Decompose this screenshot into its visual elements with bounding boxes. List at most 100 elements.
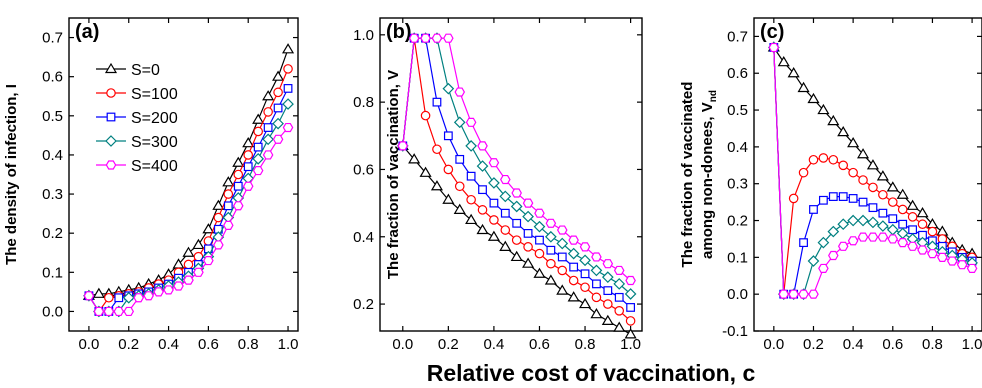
data-point [133,293,144,303]
x-tick-label: 0.4 [158,336,179,353]
data-point [897,238,908,248]
panel-label: (c) [760,21,784,43]
data-point [510,250,523,262]
data-point [442,82,455,95]
data-point [937,234,948,244]
data-point [546,245,556,255]
data-point [487,230,500,241]
data-point [454,87,466,97]
data-point [838,160,849,171]
data-point [243,162,253,172]
plot-frame [379,17,643,332]
data-point [916,206,929,218]
legend-label: S=100 [131,86,178,103]
data-point [877,220,889,232]
data-point [420,33,431,43]
data-point [614,306,625,316]
data-point [867,216,879,229]
data-point [867,232,879,242]
data-point [523,228,533,238]
data-point [202,223,215,234]
data-point [798,167,809,178]
legend: S=0 S=100 S=200 S=300 S=400 [96,62,178,175]
y-axis-label-line2: among non-donees, Vnd [699,90,719,259]
plot-frame [68,17,299,332]
data-point [837,241,849,251]
data-point [544,274,557,285]
data-point [242,137,255,148]
legend-label: S=300 [131,134,178,151]
data-point [203,255,214,266]
data-point [272,134,284,144]
x-tick-label: 0.0 [392,336,413,353]
x-tick-label: 0.0 [78,336,99,353]
legend-item: S=200 [96,110,178,127]
data-point [408,153,421,164]
data-point [419,166,432,177]
data-point [837,218,850,231]
series-line [402,38,631,322]
legend-marker [105,160,117,170]
data-point [263,123,273,132]
data-point [557,265,568,276]
y-tick-label: 0.6 [42,69,63,86]
x-tick-label: 0.4 [843,336,864,353]
data-point [579,242,591,252]
data-point [818,263,829,273]
y-tick-label: 0.4 [353,229,374,246]
data-point [876,170,889,181]
data-point [614,292,624,302]
data-point [431,33,443,43]
data-point [272,70,285,81]
data-point [887,197,898,207]
data-point [556,284,569,295]
x-tick-label: 0.2 [438,336,459,353]
data-point [533,220,546,233]
data-point [534,248,545,259]
data-point [858,175,868,185]
x-tick-label: 0.8 [238,336,259,353]
data-point [283,64,293,74]
data-point [212,199,225,210]
data-point [500,225,511,235]
data-point [545,230,557,243]
data-point [282,122,294,133]
data-point [499,240,512,251]
data-point [603,299,613,309]
data-point [877,232,889,242]
data-point [896,188,909,199]
data-point [173,281,184,291]
data-point [281,43,295,54]
data-point [465,213,478,225]
y-tick-label: 0.6 [727,65,748,82]
data-point [408,33,420,43]
data-point [489,215,499,225]
data-point [828,250,839,261]
data-point [798,289,809,299]
data-point [917,245,928,255]
data-point [568,235,579,245]
data-point [956,260,968,270]
data-point [847,214,859,227]
x-tick-label: 0.6 [882,336,903,353]
y-tick-label: -0.1 [722,323,748,340]
data-point [545,218,557,228]
data-point [243,150,254,160]
data-point [397,141,409,151]
data-point [477,141,488,151]
y-tick-label: 0.4 [727,139,748,156]
data-point [603,286,613,296]
data-point [878,208,888,218]
data-point [443,164,454,175]
data-point [927,249,938,259]
data-point [937,252,948,262]
legend-marker [105,135,117,147]
data-point [232,201,244,211]
data-point [432,144,442,155]
data-point [465,140,477,152]
data-point [500,208,510,218]
data-point [927,226,938,237]
data-point [898,219,908,229]
data-point [809,205,818,214]
data-point [624,328,637,339]
